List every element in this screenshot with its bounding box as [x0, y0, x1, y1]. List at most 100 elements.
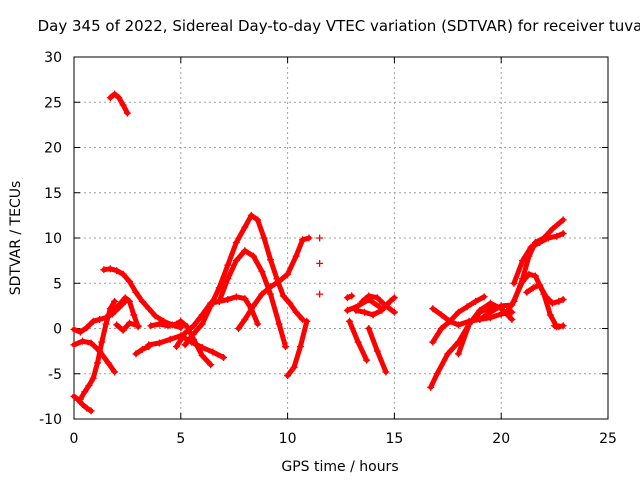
data-point	[164, 322, 172, 330]
data-point	[249, 252, 257, 260]
series-track-p	[284, 317, 311, 380]
grid	[74, 57, 608, 419]
data-point	[292, 252, 300, 260]
data-point	[126, 297, 134, 305]
data-point	[258, 290, 266, 298]
x-tick-label: 10	[279, 431, 297, 447]
data-point	[279, 292, 287, 300]
series-track-n	[215, 247, 289, 351]
data-point	[358, 297, 366, 305]
data-point	[365, 325, 373, 332]
data-point	[299, 315, 307, 323]
data-point	[198, 320, 206, 328]
data-point	[106, 265, 114, 273]
y-tick-label: 25	[44, 95, 62, 111]
data-point	[232, 257, 240, 265]
data-point	[247, 211, 255, 219]
axis-ticks: 0 5 10 15 20 25 -10 -5 0 5 10 15 20 25 30	[39, 50, 617, 447]
y-tick-label: -10	[39, 412, 62, 428]
data-point	[429, 305, 437, 313]
data-point	[145, 305, 153, 313]
data-point	[559, 322, 567, 330]
data-point	[89, 374, 97, 382]
data-point	[292, 308, 300, 316]
data-series	[70, 90, 567, 415]
data-point	[510, 279, 518, 287]
x-tick-label: 0	[70, 431, 79, 447]
series-track	[456, 300, 515, 357]
data-point	[454, 350, 462, 358]
series-track-r	[316, 259, 324, 267]
data-point	[138, 297, 146, 305]
data-point	[363, 356, 371, 364]
data-point	[360, 308, 368, 316]
data-point	[224, 275, 232, 283]
data-point	[343, 294, 351, 302]
data-point	[155, 339, 163, 347]
data-point	[487, 299, 495, 307]
data-point	[472, 297, 480, 305]
data-point	[267, 290, 275, 298]
series-track-t	[343, 292, 356, 302]
data-point	[155, 320, 163, 328]
data-point	[305, 234, 313, 242]
data-point	[190, 322, 198, 330]
data-point	[553, 232, 561, 240]
data-point	[555, 297, 563, 305]
data-point	[76, 328, 84, 336]
data-point	[207, 302, 215, 310]
data-point	[100, 266, 108, 274]
series-track-s	[316, 290, 324, 298]
data-point	[166, 335, 174, 343]
data-point	[234, 325, 242, 332]
data-point	[173, 343, 181, 351]
data-point	[254, 320, 262, 328]
x-tick-label: 25	[599, 431, 617, 447]
series-track-u	[346, 317, 371, 364]
data-point	[303, 317, 311, 325]
data-point	[519, 275, 527, 283]
data-point	[390, 294, 398, 302]
data-point	[121, 294, 129, 302]
data-point	[209, 348, 217, 356]
data-point	[536, 239, 544, 247]
data-point	[427, 383, 435, 391]
data-point	[497, 302, 505, 310]
data-point	[316, 290, 324, 298]
data-point	[126, 277, 134, 285]
chart-title: Day 345 of 2022, Sidereal Day-to-day VTE…	[38, 17, 640, 35]
data-point	[523, 288, 531, 296]
data-point	[147, 322, 155, 330]
data-point	[390, 308, 398, 316]
series-track-ah	[551, 322, 567, 331]
series-track-f	[100, 265, 185, 332]
data-point	[106, 94, 114, 102]
series-track-af	[510, 229, 567, 287]
data-point	[70, 392, 78, 400]
series-track	[236, 235, 312, 331]
data-point	[284, 372, 292, 380]
data-point	[87, 407, 95, 415]
data-point	[548, 225, 556, 233]
data-point	[102, 320, 110, 328]
x-axis-label: GPS time / hours	[281, 459, 398, 475]
data-point	[89, 317, 97, 325]
data-point	[454, 321, 462, 329]
series-track-y	[365, 325, 390, 376]
data-point	[346, 317, 354, 325]
series-track-ac	[454, 299, 516, 358]
series-track-h	[113, 319, 142, 334]
data-point	[134, 322, 142, 330]
data-point	[119, 270, 127, 278]
series-track-a	[106, 90, 131, 117]
data-point	[151, 312, 159, 320]
data-point	[386, 297, 394, 305]
data-point	[96, 347, 104, 355]
y-tick-label: 0	[53, 322, 62, 338]
data-point	[316, 234, 324, 242]
series-track-d	[70, 337, 119, 376]
data-point	[76, 395, 84, 403]
data-point	[111, 297, 119, 305]
data-point	[81, 388, 89, 396]
